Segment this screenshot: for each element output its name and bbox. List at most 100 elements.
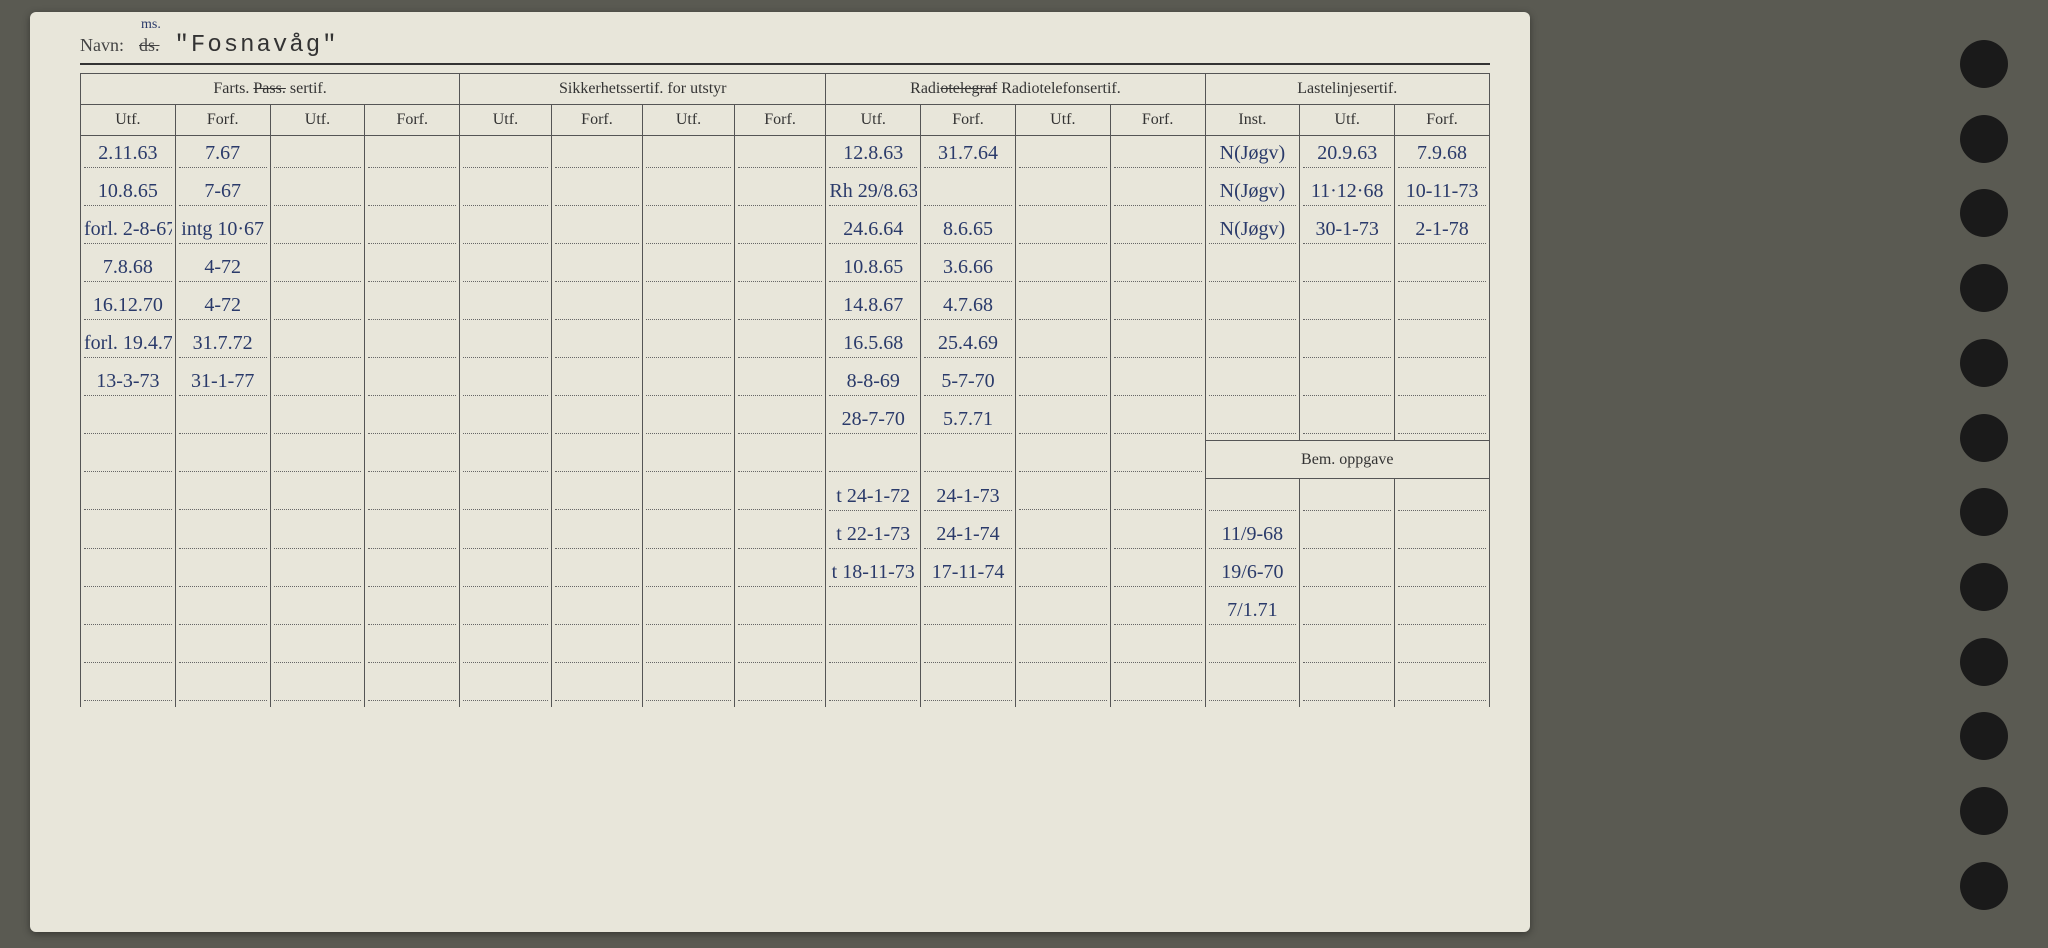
table-cell	[175, 555, 270, 593]
table-cell	[175, 517, 270, 555]
table-cell	[1015, 136, 1110, 175]
table-cell	[734, 288, 826, 326]
table-cell: 16.5.68	[826, 326, 921, 364]
punch-hole	[1960, 339, 2008, 387]
certificate-table: Farts. Pass. sertif. Sikkerhetssertif. f…	[80, 73, 1490, 707]
table-row: forl. 2-8-67intg 10·6724.6.648.6.65N(Jøg…	[81, 212, 1490, 250]
punch-hole	[1960, 488, 2008, 536]
table-cell	[1395, 669, 1490, 707]
table-cell	[81, 479, 176, 518]
table-cell: 14.8.67	[826, 288, 921, 326]
table-cell	[1110, 364, 1205, 402]
punch-hole	[1960, 563, 2008, 611]
table-cell	[734, 212, 826, 250]
table-cell	[1300, 402, 1395, 441]
table-cell	[270, 174, 365, 212]
table-cell	[643, 136, 735, 175]
table-cell	[551, 593, 643, 631]
vessel-name: "Fosnavåg"	[175, 32, 339, 59]
table-cell: 13-3-73	[81, 364, 176, 402]
table-cell	[643, 174, 735, 212]
table-cell	[1110, 136, 1205, 175]
punch-hole	[1960, 712, 2008, 760]
table-cell	[1205, 479, 1300, 518]
table-cell	[1015, 174, 1110, 212]
table-cell	[643, 288, 735, 326]
table-cell	[1300, 364, 1395, 402]
table-cell	[460, 631, 552, 669]
table-cell	[921, 631, 1016, 669]
table-cell	[1300, 669, 1395, 707]
table-cell	[365, 631, 460, 669]
table-row: 16.12.704-7214.8.674.7.68	[81, 288, 1490, 326]
table-cell: 11·12·68	[1300, 174, 1395, 212]
table-cell	[81, 402, 176, 441]
table-cell	[921, 669, 1016, 707]
table-row: t 18-11-7317-11-7419/6-70	[81, 555, 1490, 593]
table-row: 28-7-705.7.71	[81, 402, 1490, 441]
table-cell: 28-7-70	[826, 402, 921, 441]
radio-header: Radiotelegraf Radiotelefonsertif.	[826, 74, 1205, 105]
table-cell	[1205, 288, 1300, 326]
column-headers: Utf. Forf. Utf. Forf. Utf. Forf. Utf. Fo…	[81, 105, 1490, 136]
table-cell	[460, 250, 552, 288]
table-cell: 24-1-74	[921, 517, 1016, 555]
table-cell	[1205, 326, 1300, 364]
table-cell	[551, 555, 643, 593]
table-row: forl. 19.4.7231.7.7216.5.6825.4.69	[81, 326, 1490, 364]
table-cell	[365, 326, 460, 364]
table-cell	[365, 479, 460, 518]
table-cell	[460, 593, 552, 631]
table-cell	[175, 479, 270, 518]
table-cell	[551, 402, 643, 441]
table-cell	[1300, 517, 1395, 555]
table-cell	[734, 174, 826, 212]
table-cell: N(Jøgv)	[1205, 212, 1300, 250]
punch-hole	[1960, 189, 2008, 237]
table-cell: t 22-1-73	[826, 517, 921, 555]
table-cell	[643, 479, 735, 518]
table-cell: 4.7.68	[921, 288, 1016, 326]
table-cell: t 24-1-72	[826, 479, 921, 518]
table-cell: 10-11-73	[1395, 174, 1490, 212]
table-cell: 7/1.71	[1205, 593, 1300, 631]
table-cell	[175, 669, 270, 707]
table-cell: 16.12.70	[81, 288, 176, 326]
table-cell	[1205, 364, 1300, 402]
table-cell	[1015, 326, 1110, 364]
table-cell: 7.67	[175, 136, 270, 175]
table-cell	[1300, 555, 1395, 593]
table-cell	[460, 669, 552, 707]
binder-holes	[1960, 40, 2008, 910]
table-cell	[734, 669, 826, 707]
table-cell: 2-1-78	[1395, 212, 1490, 250]
table-cell	[1395, 631, 1490, 669]
table-cell: 19/6-70	[1205, 555, 1300, 593]
table-cell	[1015, 555, 1110, 593]
table-cell	[551, 212, 643, 250]
table-cell	[1110, 631, 1205, 669]
table-cell	[270, 402, 365, 441]
table-cell	[551, 250, 643, 288]
table-cell	[551, 364, 643, 402]
table-cell	[551, 174, 643, 212]
table-row: 10.8.657-67Rh 29/8.63N(Jøgv)11·12·6810-1…	[81, 174, 1490, 212]
table-cell	[460, 364, 552, 402]
sikkerhet-header: Sikkerhetssertif. for utstyr	[460, 74, 826, 105]
table-cell: intg 10·67	[175, 212, 270, 250]
table-cell	[460, 212, 552, 250]
table-cell	[270, 517, 365, 555]
table-cell	[643, 250, 735, 288]
table-cell	[1300, 288, 1395, 326]
table-cell	[365, 174, 460, 212]
table-cell	[921, 593, 1016, 631]
table-cell	[826, 631, 921, 669]
table-cell: 8.6.65	[921, 212, 1016, 250]
table-cell	[460, 326, 552, 364]
table-cell	[643, 631, 735, 669]
table-cell	[1395, 555, 1490, 593]
table-row: 13-3-7331-1-778-8-695-7-70	[81, 364, 1490, 402]
table-cell	[460, 174, 552, 212]
table-cell	[734, 593, 826, 631]
laste-header: Lastelinjesertif.	[1205, 74, 1489, 105]
